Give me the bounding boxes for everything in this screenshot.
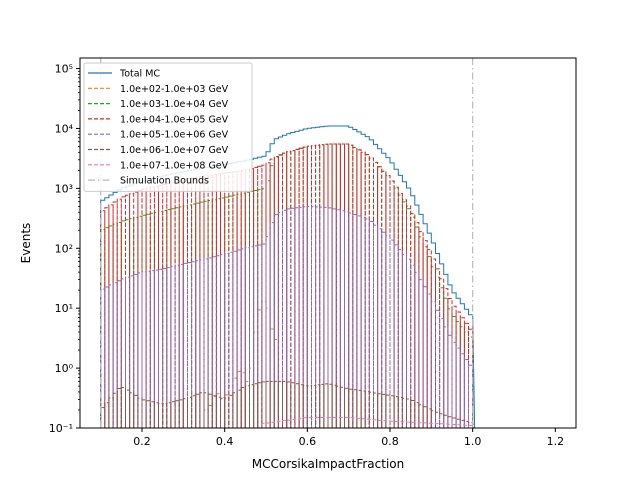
x-tick-label-2: 0.6 (299, 435, 317, 448)
legend-box (83, 62, 253, 192)
series-line-4 (100, 206, 474, 428)
x-tick-label-3: 0.8 (381, 435, 399, 448)
y-tick-label-6: 10⁵ (55, 63, 73, 76)
legend-label-3: 1.0e+04-1.0e+05 GeV (120, 114, 229, 125)
y-axis-label: Events (19, 223, 33, 264)
legend-label-7: Simulation Bounds (120, 176, 209, 187)
y-tick-label-3: 10² (55, 242, 73, 255)
legend-label-5: 1.0e+06-1.0e+07 GeV (120, 145, 229, 156)
x-axis-label: MCCorsikaImpactFraction (252, 457, 404, 471)
y-tick-label-2: 10¹ (55, 302, 73, 315)
y-tick-label-5: 10⁴ (55, 122, 74, 135)
series-4 (100, 206, 474, 428)
axes-frame (79, 57, 577, 429)
series-5 (100, 380, 475, 428)
x-tick-label-0: 0.2 (133, 435, 151, 448)
series-2 (100, 143, 474, 428)
series-line-5 (100, 380, 475, 428)
x-tick-label-1: 0.4 (216, 435, 234, 448)
y-axis-ticks: 10⁻¹ 10⁰ 10¹ 10² 10³ 10⁴ 10⁵ (49, 63, 80, 435)
y-tick-label-1: 10⁰ (55, 362, 74, 375)
legend-label-4: 1.0e+05-1.0e+06 GeV (120, 130, 229, 141)
x-tick-label-5: 1.2 (547, 435, 565, 448)
x-axis-ticks: 0.2 0.4 0.6 0.8 1.0 1.2 (133, 428, 564, 448)
y-tick-label-4: 10³ (55, 182, 73, 195)
legend-label-6: 1.0e+07-1.0e+08 GeV (120, 160, 229, 171)
legend-label-2: 1.0e+03-1.0e+04 GeV (120, 99, 229, 110)
legend-label-0: Total MC (119, 69, 160, 80)
series-line-6 (261, 417, 475, 428)
legend: Total MC 1.0e+02-1.0e+03 GeV 1.0e+03-1.0e+… (83, 62, 253, 192)
y-tick-label-0: 10⁻¹ (49, 422, 73, 435)
x-tick-label-4: 1.0 (464, 435, 482, 448)
series-line-2 (100, 143, 474, 428)
series-6 (261, 417, 475, 428)
legend-label-1: 1.0e+02-1.0e+03 GeV (120, 84, 229, 95)
